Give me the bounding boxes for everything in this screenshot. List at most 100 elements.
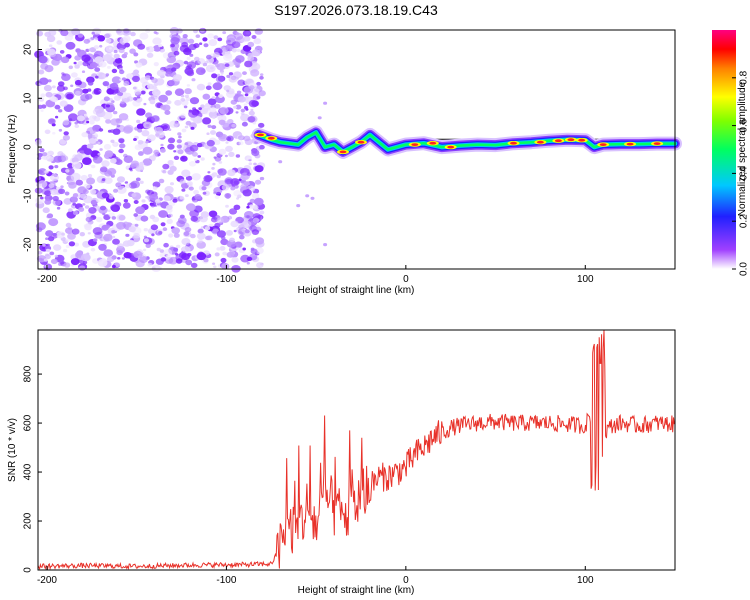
noise-blob bbox=[36, 30, 44, 37]
noise-blob bbox=[184, 227, 192, 233]
noise-blob bbox=[231, 123, 236, 128]
noise-blob bbox=[80, 253, 91, 262]
noise-blob bbox=[242, 247, 246, 251]
noise-blob bbox=[227, 39, 231, 43]
noise-blob bbox=[186, 56, 191, 61]
noise-blob bbox=[259, 210, 265, 215]
xtick-label: 0 bbox=[403, 274, 409, 285]
noise-blob bbox=[134, 223, 139, 227]
signal-hotspot-core bbox=[429, 141, 437, 145]
noise-blob bbox=[42, 207, 50, 214]
noise-blob bbox=[116, 185, 127, 194]
noise-blob bbox=[46, 156, 54, 162]
noise-blob bbox=[251, 88, 260, 95]
noise-blob bbox=[254, 179, 262, 185]
noise-blob bbox=[252, 121, 257, 125]
noise-blob bbox=[121, 257, 125, 260]
noise-blob bbox=[252, 217, 260, 223]
noise-blob bbox=[117, 257, 121, 260]
noise-blob bbox=[63, 104, 74, 112]
noise-blob bbox=[80, 94, 90, 102]
noise-blob bbox=[235, 111, 239, 114]
noise-blob bbox=[81, 70, 86, 73]
noise-blob bbox=[240, 108, 246, 113]
noise-blob bbox=[74, 79, 82, 86]
noise-blob bbox=[217, 168, 227, 176]
noise-blob bbox=[227, 119, 234, 124]
noise-blob bbox=[52, 195, 59, 202]
noise-blob bbox=[189, 209, 200, 218]
noise-blob bbox=[56, 206, 61, 210]
noise-blob bbox=[75, 251, 83, 258]
noise-blob bbox=[211, 172, 218, 177]
snr-panel: -200 -100 0 100 0 200 400 600 800 Height of str… bbox=[7, 329, 676, 596]
noise-blob bbox=[48, 183, 55, 189]
noise-blob bbox=[183, 48, 192, 56]
noise-blob bbox=[186, 181, 193, 187]
noise-blob bbox=[252, 205, 259, 210]
noise-blob bbox=[185, 194, 189, 198]
noise-blob bbox=[296, 204, 301, 208]
noise-blob bbox=[89, 119, 95, 125]
noise-blob bbox=[83, 38, 91, 44]
noise-blob bbox=[194, 194, 202, 200]
noise-blob bbox=[36, 176, 41, 181]
noise-blob bbox=[95, 198, 102, 203]
noise-blob bbox=[173, 50, 180, 56]
noise-blob bbox=[99, 148, 103, 151]
ytick-label: 20 bbox=[23, 44, 34, 56]
noise-blob bbox=[54, 165, 59, 169]
noise-blob bbox=[48, 44, 53, 48]
noise-blob bbox=[203, 175, 213, 183]
snr-ylabel: SNR (10 * v/v) bbox=[7, 418, 18, 482]
noise-blob bbox=[242, 71, 247, 75]
noise-blob bbox=[208, 110, 219, 119]
ytick-label: 800 bbox=[23, 365, 34, 382]
noise-blob bbox=[217, 37, 223, 42]
noise-blob bbox=[218, 133, 228, 142]
noise-blob bbox=[145, 196, 149, 199]
noise-blob bbox=[56, 40, 63, 45]
noise-blob bbox=[147, 83, 154, 90]
signal-hotspot-core bbox=[626, 142, 634, 146]
noise-blob bbox=[201, 186, 207, 191]
ytick-label: 0 bbox=[23, 144, 34, 150]
noise-blob bbox=[72, 193, 79, 198]
noise-blob bbox=[241, 121, 248, 127]
noise-blob bbox=[139, 180, 144, 184]
noise-blob bbox=[170, 182, 174, 186]
noise-blob bbox=[64, 191, 70, 196]
noise-blob bbox=[123, 28, 130, 34]
noise-blob bbox=[154, 198, 161, 204]
noise-blob bbox=[63, 248, 68, 253]
noise-blob bbox=[103, 233, 113, 242]
noise-blob bbox=[230, 75, 237, 81]
noise-blob bbox=[54, 254, 58, 258]
noise-blob bbox=[55, 115, 59, 119]
noise-blob bbox=[151, 115, 160, 122]
noise-blob bbox=[47, 79, 52, 83]
noise-blob bbox=[244, 93, 249, 97]
noise-blob bbox=[240, 254, 251, 263]
noise-blob bbox=[73, 61, 77, 65]
noise-blob bbox=[122, 202, 131, 209]
noise-blob bbox=[172, 74, 182, 82]
noise-blob bbox=[107, 209, 111, 213]
noise-blob bbox=[154, 126, 164, 134]
noise-blob bbox=[113, 53, 120, 59]
noise-blob bbox=[147, 134, 156, 142]
noise-blob bbox=[71, 72, 78, 78]
noise-blob bbox=[34, 187, 43, 194]
noise-blob bbox=[132, 86, 137, 90]
noise-blob bbox=[152, 216, 160, 223]
noise-blob bbox=[88, 207, 97, 214]
noise-blob bbox=[189, 144, 199, 152]
noise-blob bbox=[195, 34, 201, 38]
noise-blob bbox=[77, 61, 84, 66]
noise-blob bbox=[174, 99, 182, 106]
noise-blob bbox=[130, 180, 140, 189]
noise-blob bbox=[123, 252, 132, 259]
noise-blob bbox=[212, 262, 216, 265]
noise-blob bbox=[167, 137, 176, 144]
signal-hotspot-core bbox=[257, 133, 264, 137]
